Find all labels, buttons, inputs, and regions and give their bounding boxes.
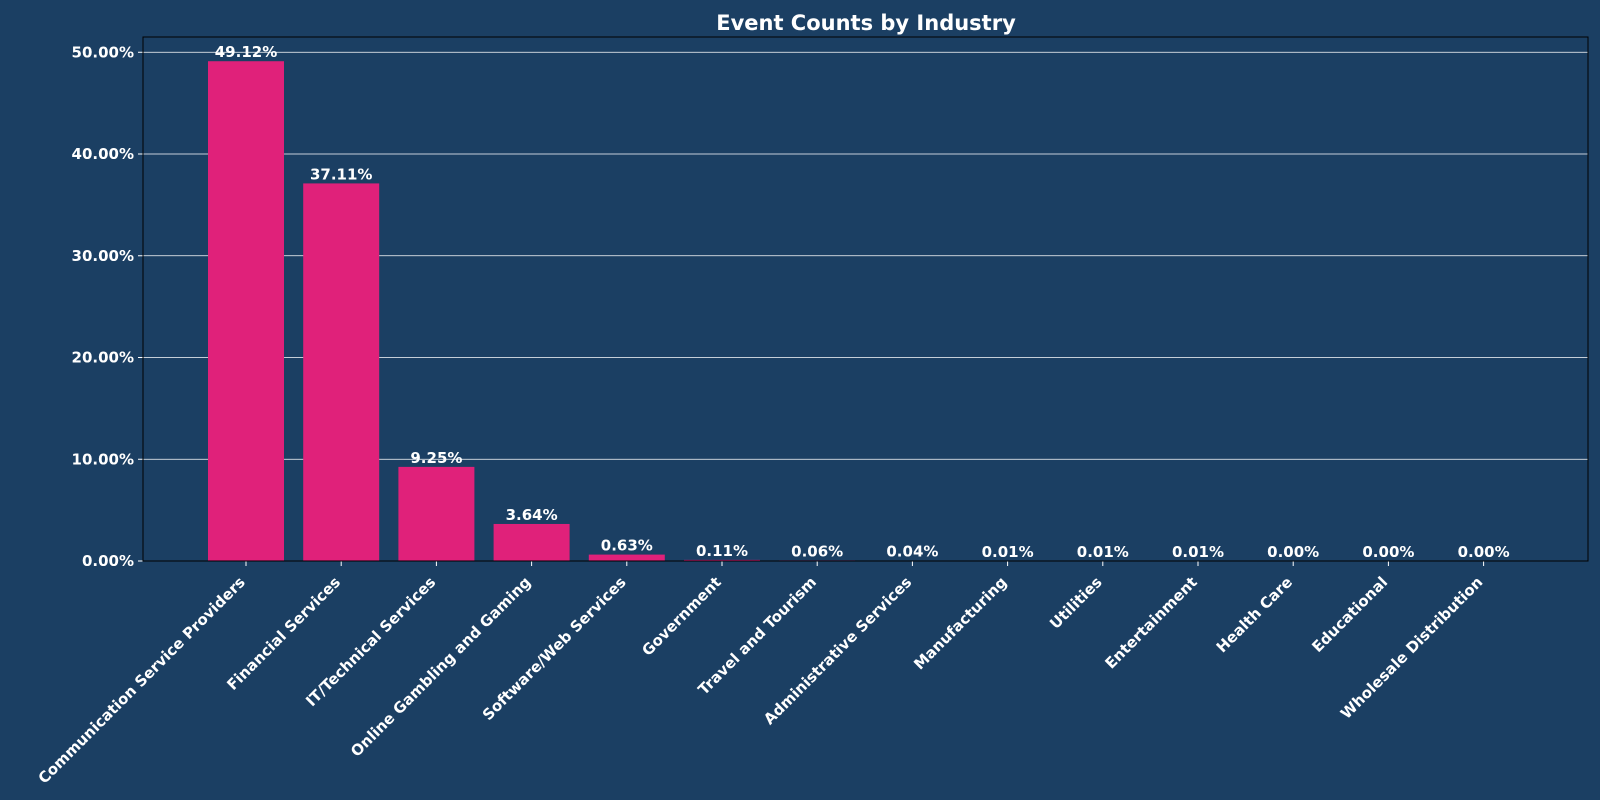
- data-label: 0.01%: [982, 543, 1034, 561]
- y-tick-label: 10.00%: [72, 450, 134, 468]
- bar-1: [303, 183, 380, 561]
- category-label: Health Care: [1213, 573, 1296, 656]
- y-tick-label: 20.00%: [72, 349, 134, 367]
- data-label: 0.11%: [696, 542, 748, 560]
- data-label: 3.64%: [506, 506, 558, 524]
- data-label: 0.04%: [886, 543, 938, 561]
- y-tick-label: 0.00%: [82, 552, 134, 570]
- data-label: 0.63%: [601, 537, 653, 555]
- y-tick-label: 50.00%: [72, 43, 134, 61]
- bar-0: [208, 61, 284, 562]
- y-tick-label: 40.00%: [72, 145, 134, 163]
- data-labels-layer: 49.12% 37.11% 9.25% 3.64% 0.63% 0.11% 0.06% 0.0…: [215, 43, 1510, 561]
- data-label: 49.12%: [215, 43, 277, 61]
- category-label: Utilities: [1046, 573, 1106, 633]
- category-label: Communication Service Providers: [35, 573, 249, 787]
- data-label: 0.06%: [791, 542, 843, 560]
- data-label: 0.00%: [1267, 543, 1319, 561]
- data-label: 0.01%: [1077, 543, 1129, 561]
- bars-layer: [208, 61, 1236, 562]
- chart-title: Event Counts by Industry: [716, 11, 1016, 35]
- data-label: 0.00%: [1458, 543, 1510, 561]
- plot-frame: [142, 36, 1589, 562]
- data-label: 37.11%: [310, 165, 372, 183]
- bar-5: [684, 559, 760, 561]
- category-label: Manufacturing: [910, 573, 1010, 673]
- data-label: 9.25%: [410, 449, 462, 467]
- y-tick-label: 30.00%: [72, 247, 134, 265]
- category-label: Online Gambling and Gaming: [347, 573, 534, 760]
- category-label: Government: [638, 573, 724, 659]
- y-axis: 0.00% 10.00% 20.00% 30.00% 40.00% 50.00%: [72, 43, 143, 570]
- bar-3: [493, 523, 570, 561]
- category-label: Educational: [1308, 573, 1391, 656]
- bar-4: [588, 554, 665, 561]
- x-axis: Communication Service ProvidersFinancial…: [35, 561, 1486, 787]
- data-label: 0.01%: [1172, 543, 1224, 561]
- category-label: Entertainment: [1102, 573, 1201, 672]
- bar-2: [398, 466, 475, 561]
- data-label: 0.00%: [1362, 543, 1414, 561]
